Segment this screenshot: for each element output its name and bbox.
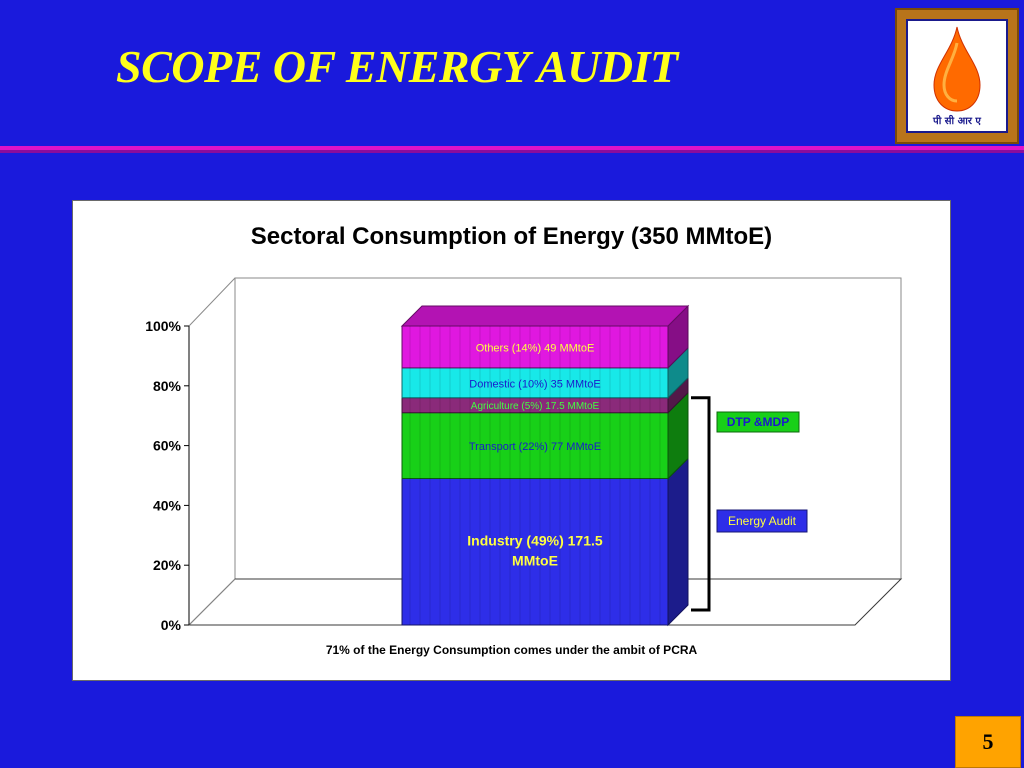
annotation-label-1: Energy Audit — [728, 514, 797, 528]
annotation-label-0: DTP &MDP — [727, 415, 789, 429]
y-tick-label: 0% — [161, 617, 182, 633]
page-number-box: 5 — [955, 716, 1021, 768]
slide-title: SCOPE OF ENERGY AUDIT — [116, 41, 678, 92]
title-divider — [0, 146, 1024, 150]
logo-text: पी सी आर ए — [933, 116, 981, 127]
y-tick-label: 80% — [153, 378, 182, 394]
stacked-bar-chart: 0% 20% 40% 60% 80% 100% Industry (49%) 171.5 MM… — [145, 277, 903, 633]
scope-bracket — [691, 396, 711, 612]
segment-label-industry: Industry (49%) 171.5 MMtoE — [467, 533, 603, 569]
bar-segment-domestic — [401, 367, 669, 399]
y-tick-label: 40% — [153, 497, 182, 513]
annotation-box-1 — [716, 509, 808, 533]
flame-drop-icon — [933, 26, 981, 112]
chart-footnote: 71% of the Energy Consumption comes unde… — [325, 643, 698, 657]
title-divider-shadow — [0, 150, 1024, 153]
bar-top-cap — [400, 305, 690, 327]
y-tick-label: 20% — [153, 557, 182, 573]
chart-title: Sectoral Consumption of Energy (350 MMto… — [250, 223, 773, 250]
segment-label-transport: Transport (22%) 77 MMtoE — [469, 441, 601, 453]
bar-segment-industry — [401, 477, 669, 626]
bar-segment-side-industry — [667, 457, 689, 627]
annotation-box-0 — [716, 411, 800, 433]
floor-left-edge — [188, 578, 236, 626]
bar-segment-transport — [401, 412, 669, 479]
segment-label-others: Others (14%) 49 MMtoE — [476, 342, 595, 354]
pcra-logo: पी सी आर ए — [895, 8, 1019, 144]
segment-label-agriculture: Agriculture (5%) 17.5 MMtoE — [471, 401, 600, 412]
wall-top-edge — [188, 277, 236, 327]
chart-panel: 0% 20% 40% 60% 80% 100% Industry (49%) 171.5 MM… — [72, 200, 951, 681]
y-tick-label: 60% — [153, 438, 182, 454]
segment-label-domestic: Domestic (10%) 35 MMtoE — [469, 378, 600, 390]
page-number: 5 — [982, 729, 994, 754]
logo-inner-panel: पी सी आर ए — [906, 19, 1008, 133]
y-tick-label: 100% — [145, 318, 181, 334]
bar-segment-others — [401, 325, 669, 369]
